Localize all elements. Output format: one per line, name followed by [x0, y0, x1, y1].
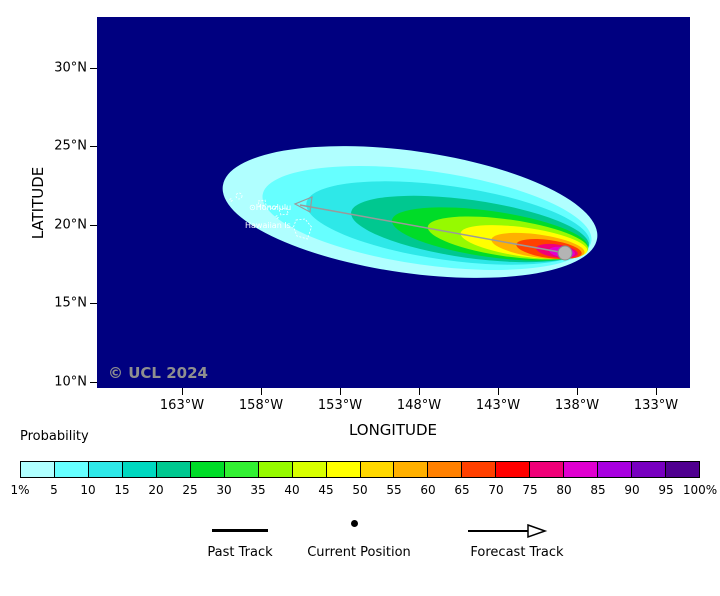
y-tick-label: 30°N [54, 60, 87, 76]
island-outline-maui [278, 207, 290, 216]
colorbar-tick-label: 50 [352, 483, 368, 497]
colorbar-title: Probability [20, 429, 89, 444]
island-outline-hawaii [293, 218, 312, 240]
island-outline-kahoolawe [275, 215, 279, 219]
y-axis-tick [90, 68, 97, 69]
x-axis-tick [340, 388, 341, 395]
x-axis-title: LONGITUDE [348, 421, 438, 439]
colorbar-tick-label: 85 [590, 483, 606, 497]
x-axis-tick [498, 388, 499, 395]
x-tick-label: 138°W [554, 398, 600, 413]
colorbar-tick-label: 55 [386, 483, 402, 497]
colorbar-segment [427, 462, 462, 477]
colorbar-segment [257, 462, 292, 477]
colorbar-tick-label: 5 [50, 483, 58, 497]
colorbar-segment [597, 462, 632, 477]
colorbar-segment [495, 462, 530, 477]
colorbar-tick-label: 15 [114, 483, 130, 497]
colorbar-tick-label: 1% [10, 483, 30, 497]
colorbar-segment [359, 462, 394, 477]
x-tick-label: 143°W [475, 398, 521, 413]
y-tick-label: 20°N [54, 217, 87, 233]
colorbar-segment [291, 462, 326, 477]
colorbar-segment [121, 462, 156, 477]
x-axis-tick [656, 388, 657, 395]
x-tick-label: 158°W [238, 398, 284, 413]
colorbar-tick-label: 20 [148, 483, 164, 497]
current-position-label: Current Position [307, 545, 411, 560]
y-axis-tick [90, 146, 97, 147]
forecast-track-arrow-icon [293, 196, 313, 213]
colorbar-segment [223, 462, 258, 477]
colorbar-tick-label: 90 [624, 483, 640, 497]
colorbar-segment [631, 462, 666, 477]
colorbar-segment [563, 462, 598, 477]
y-axis-title: LATITUDE [29, 166, 47, 240]
copyright-watermark: © UCL 2024 [108, 364, 208, 382]
y-tick-label: 10°N [54, 374, 87, 390]
colorbar-segment [529, 462, 564, 477]
colorbar-tick-label: 70 [488, 483, 504, 497]
colorbar-tick-label: 25 [182, 483, 198, 497]
x-tick-label: 133°W [633, 398, 679, 413]
y-tick-label: 15°N [54, 295, 87, 311]
y-axis-tick [90, 382, 97, 383]
island-outline-molokai [268, 205, 278, 209]
island-outline-kauai [235, 192, 243, 200]
colorbar-segment [665, 462, 700, 477]
colorbar-segment [325, 462, 360, 477]
x-axis-tick [261, 388, 262, 395]
colorbar-tick-label: 60 [420, 483, 436, 497]
past-track-line-icon [212, 529, 268, 532]
colorbar-segment [53, 462, 88, 477]
colorbar-segment [155, 462, 190, 477]
x-axis-tick [577, 388, 578, 395]
x-axis-tick [419, 388, 420, 395]
colorbar-tick-label: 95 [658, 483, 674, 497]
island-outline-niihau [229, 198, 233, 202]
x-tick-label: 148°W [396, 398, 442, 413]
colorbar-segment [87, 462, 122, 477]
colorbar-segment [189, 462, 224, 477]
current-position-dot-icon [351, 520, 358, 527]
island-outline-oahu [257, 199, 267, 207]
hawaiian-islands-label: Hawaiian Is. [245, 221, 293, 230]
honolulu-label: ⊙Honolulu [249, 203, 291, 212]
colorbar-tick-label: 75 [522, 483, 538, 497]
forecast-track-line [299, 204, 566, 254]
colorbar-tick-label: 10 [80, 483, 96, 497]
y-axis-tick [90, 303, 97, 304]
forecast-track-label: Forecast Track [470, 545, 564, 560]
colorbar-segment [21, 462, 54, 477]
current-position-marker [557, 245, 573, 261]
x-tick-label: 163°W [159, 398, 205, 413]
probability-colorbar [20, 461, 700, 478]
colorbar-tick-label: 35 [250, 483, 266, 497]
probability-plume-canvas: ⊙Honolulu Hawaiian Is. [222, 146, 598, 278]
x-axis-tick [182, 388, 183, 395]
colorbar-tick-label: 65 [454, 483, 470, 497]
colorbar-segment [393, 462, 428, 477]
colorbar-segment [461, 462, 496, 477]
map-plot: ⊙Honolulu Hawaiian Is. © UCL 2024 [97, 17, 690, 388]
colorbar-tick-label: 30 [216, 483, 232, 497]
colorbar-tick-label: 80 [556, 483, 572, 497]
colorbar-tick-label: 100% [682, 483, 718, 497]
past-track-label: Past Track [207, 545, 273, 560]
y-tick-label: 25°N [54, 138, 87, 154]
y-axis-tick [90, 225, 97, 226]
forecast-track-arrow-icon [468, 523, 548, 539]
x-tick-label: 153°W [317, 398, 363, 413]
colorbar-tick-label: 45 [318, 483, 334, 497]
colorbar-tick-label: 40 [284, 483, 300, 497]
